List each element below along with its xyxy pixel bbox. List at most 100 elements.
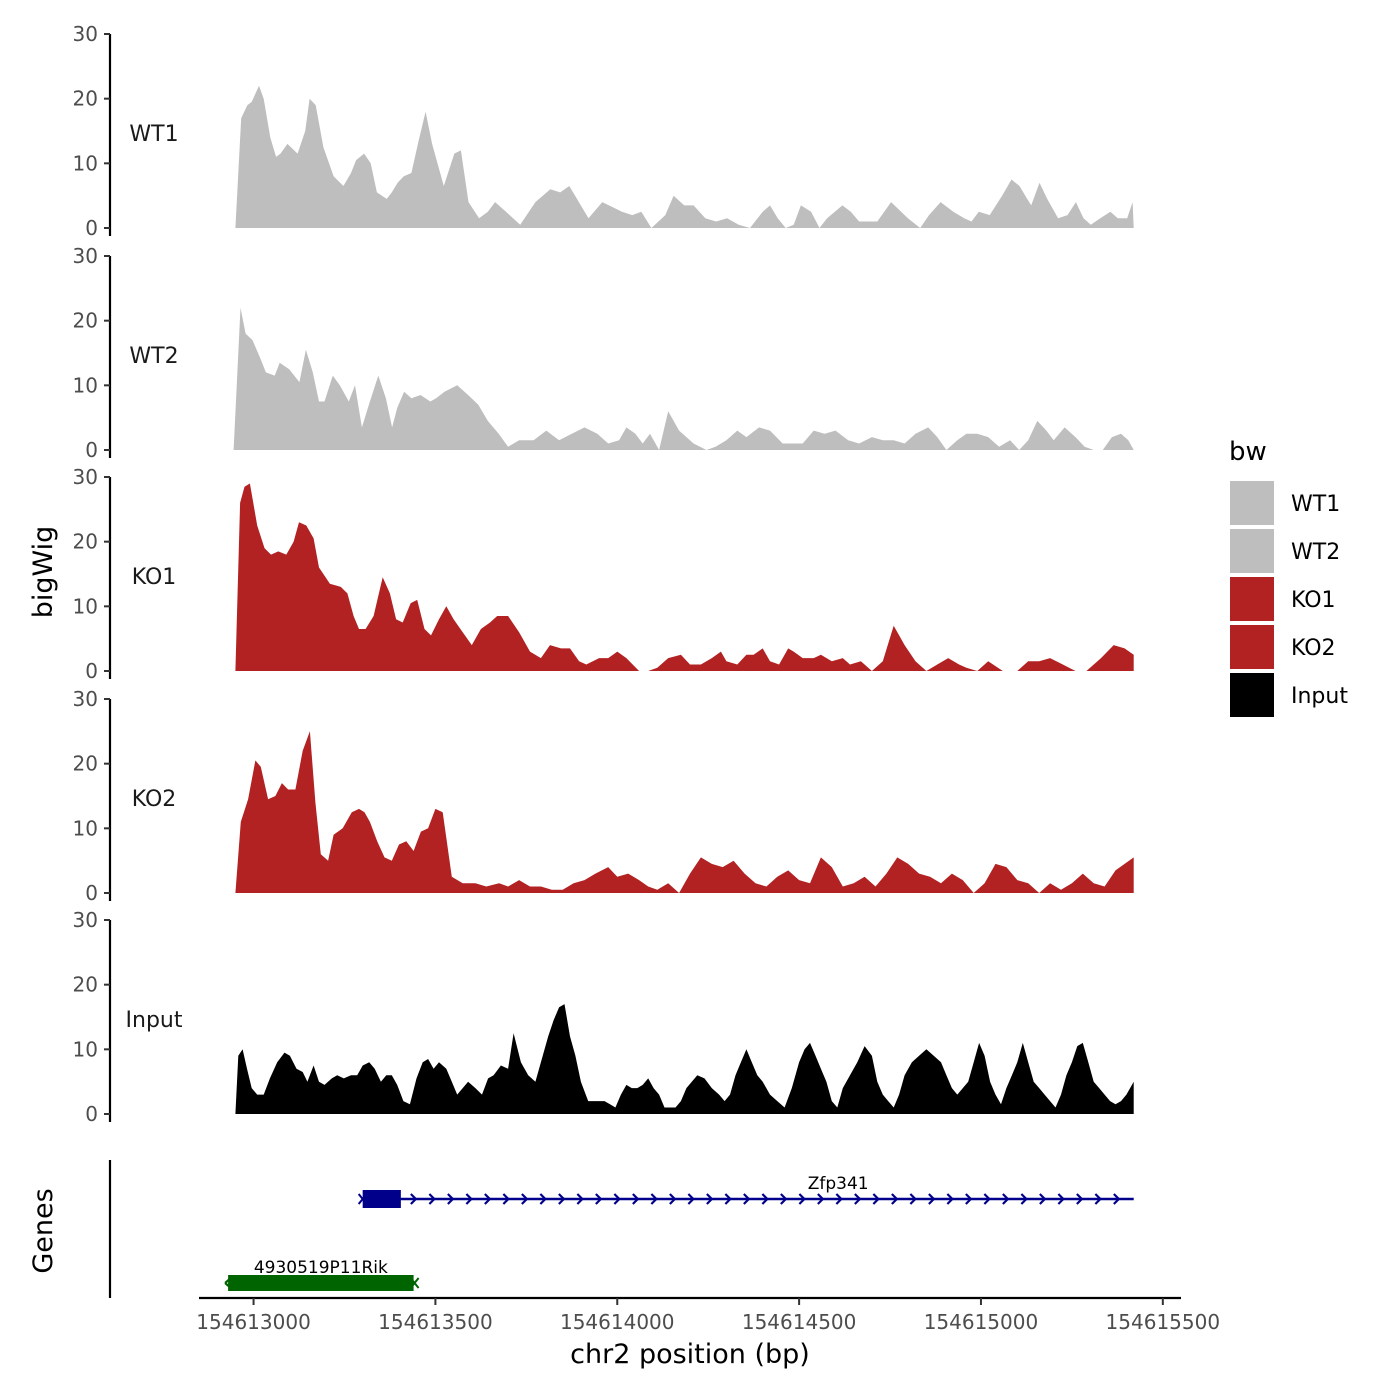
strand-arrow bbox=[410, 1193, 418, 1205]
legend-swatch-ko2 bbox=[1230, 625, 1274, 669]
area-series-input bbox=[235, 1004, 1134, 1114]
y-tick-label: 20 bbox=[73, 309, 98, 333]
x-tick-label: 154614000 bbox=[560, 1310, 675, 1334]
strand-arrow bbox=[521, 1193, 529, 1205]
strand-arrow bbox=[650, 1193, 658, 1205]
legend-label-ko2: KO2 bbox=[1291, 636, 1336, 661]
strand-arrow bbox=[1076, 1193, 1084, 1205]
x-tick-label: 154615000 bbox=[924, 1310, 1039, 1334]
tracks-layer: 0 10 20 30 WT1 0 10 20 30 WT2 0 10 20 30 KO1 0 10 20 30 KO2… bbox=[73, 22, 1134, 1126]
track-ko1: 0 10 20 30 KO1 bbox=[73, 465, 1134, 683]
strand-arrow bbox=[965, 1193, 973, 1205]
y-tick-label: 20 bbox=[73, 87, 98, 111]
strand-arrow bbox=[576, 1193, 584, 1205]
y-tick-label: 30 bbox=[73, 244, 98, 268]
x-axis-title: chr2 position (bp) bbox=[570, 1339, 810, 1370]
strand-arrow bbox=[724, 1193, 732, 1205]
y-tick-label: 0 bbox=[85, 659, 98, 683]
y-tick-label: 10 bbox=[73, 594, 98, 618]
gene-label: Zfp341 bbox=[808, 1174, 869, 1194]
area-series-ko1 bbox=[235, 483, 1134, 671]
y-tick-label: 0 bbox=[85, 216, 98, 240]
strand-arrow bbox=[780, 1193, 788, 1205]
strand-arrow bbox=[1020, 1193, 1028, 1205]
legend-label-ko1: KO1 bbox=[1291, 588, 1336, 613]
legend-title: bw bbox=[1229, 437, 1267, 467]
y-tick-label: 0 bbox=[85, 1102, 98, 1126]
area-series-wt1 bbox=[235, 85, 1134, 228]
gene-label: 4930519P11Rik bbox=[254, 1258, 388, 1278]
x-axis: 154613000 154613500 154614000 154614500 1546… bbox=[196, 1296, 1221, 1334]
strand-arrow bbox=[798, 1193, 806, 1205]
strand-arrow bbox=[539, 1193, 547, 1205]
strand-arrow bbox=[983, 1193, 991, 1205]
legend-swatch-wt2 bbox=[1230, 529, 1274, 573]
legend-swatch-input bbox=[1230, 673, 1274, 717]
strand-arrow bbox=[669, 1193, 677, 1205]
strand-arrow bbox=[1039, 1193, 1047, 1205]
gene-zfp341: Zfp341 bbox=[357, 1174, 1134, 1208]
x-tick-label: 154613000 bbox=[196, 1310, 311, 1334]
strand-arrow bbox=[872, 1193, 880, 1205]
y-tick-label: 20 bbox=[73, 973, 98, 997]
strand-arrow bbox=[1057, 1193, 1065, 1205]
strand-arrow bbox=[909, 1193, 917, 1205]
strand-arrow bbox=[595, 1193, 603, 1205]
legend-label-input: Input bbox=[1291, 684, 1348, 709]
strand-arrow bbox=[484, 1193, 492, 1205]
strand-arrow bbox=[817, 1193, 825, 1205]
strand-arrow bbox=[743, 1193, 751, 1205]
legend-label-wt2: WT2 bbox=[1291, 540, 1340, 565]
y-tick-label: 0 bbox=[85, 438, 98, 462]
y-tick-label: 10 bbox=[73, 151, 98, 175]
y-tick-label: 10 bbox=[73, 816, 98, 840]
gene-exon bbox=[362, 1190, 401, 1208]
strand-arrow bbox=[854, 1193, 862, 1205]
y-tick-label: 20 bbox=[73, 752, 98, 776]
strand-arrow bbox=[613, 1193, 621, 1205]
gene-body bbox=[228, 1275, 414, 1291]
legend-swatch-ko1 bbox=[1230, 577, 1274, 621]
y-axis-title: bigWig bbox=[28, 526, 59, 619]
strand-arrow bbox=[1002, 1193, 1010, 1205]
y-tick-label: 30 bbox=[73, 22, 98, 46]
strand-arrow bbox=[946, 1193, 954, 1205]
track-label-input: Input bbox=[126, 1008, 183, 1033]
y-tick-label: 10 bbox=[73, 1037, 98, 1061]
y-tick-label: 30 bbox=[73, 687, 98, 711]
area-series-ko2 bbox=[235, 731, 1134, 893]
strand-arrow bbox=[761, 1193, 769, 1205]
strand-arrow bbox=[502, 1193, 510, 1205]
track-label-ko2: KO2 bbox=[132, 787, 177, 812]
gene-start-marker bbox=[224, 1276, 233, 1290]
track-ko2: 0 10 20 30 KO2 bbox=[73, 687, 1134, 905]
track-wt1: 0 10 20 30 WT1 bbox=[73, 22, 1134, 240]
x-tick-label: 154615500 bbox=[1106, 1310, 1221, 1334]
strand-arrow bbox=[1094, 1193, 1102, 1205]
legend-label-wt1: WT1 bbox=[1291, 492, 1340, 517]
track-input: 0 10 20 30 Input bbox=[73, 908, 1134, 1126]
strand-arrow bbox=[632, 1193, 640, 1205]
strand-arrow bbox=[835, 1193, 843, 1205]
gene-end-marker bbox=[409, 1277, 420, 1289]
track-label-wt1: WT1 bbox=[129, 122, 178, 147]
legend-swatch-wt1 bbox=[1230, 481, 1274, 525]
strand-arrow bbox=[428, 1193, 436, 1205]
strand-arrow bbox=[1113, 1193, 1121, 1205]
track-wt2: 0 10 20 30 WT2 bbox=[73, 244, 1134, 462]
strand-arrow bbox=[706, 1193, 714, 1205]
track-label-ko1: KO1 bbox=[132, 565, 177, 590]
x-tick-label: 154613500 bbox=[378, 1310, 493, 1334]
strand-arrow bbox=[687, 1193, 695, 1205]
area-series-wt2 bbox=[233, 307, 1134, 450]
x-tick-label: 154614500 bbox=[742, 1310, 857, 1334]
y-tick-label: 30 bbox=[73, 465, 98, 489]
strand-arrow bbox=[447, 1193, 455, 1205]
strand-arrow bbox=[928, 1193, 936, 1205]
y-tick-label: 30 bbox=[73, 908, 98, 932]
track-label-wt2: WT2 bbox=[129, 344, 178, 369]
y-tick-label: 0 bbox=[85, 881, 98, 905]
strand-arrow bbox=[465, 1193, 473, 1205]
genes-axis-title: Genes bbox=[28, 1188, 59, 1273]
